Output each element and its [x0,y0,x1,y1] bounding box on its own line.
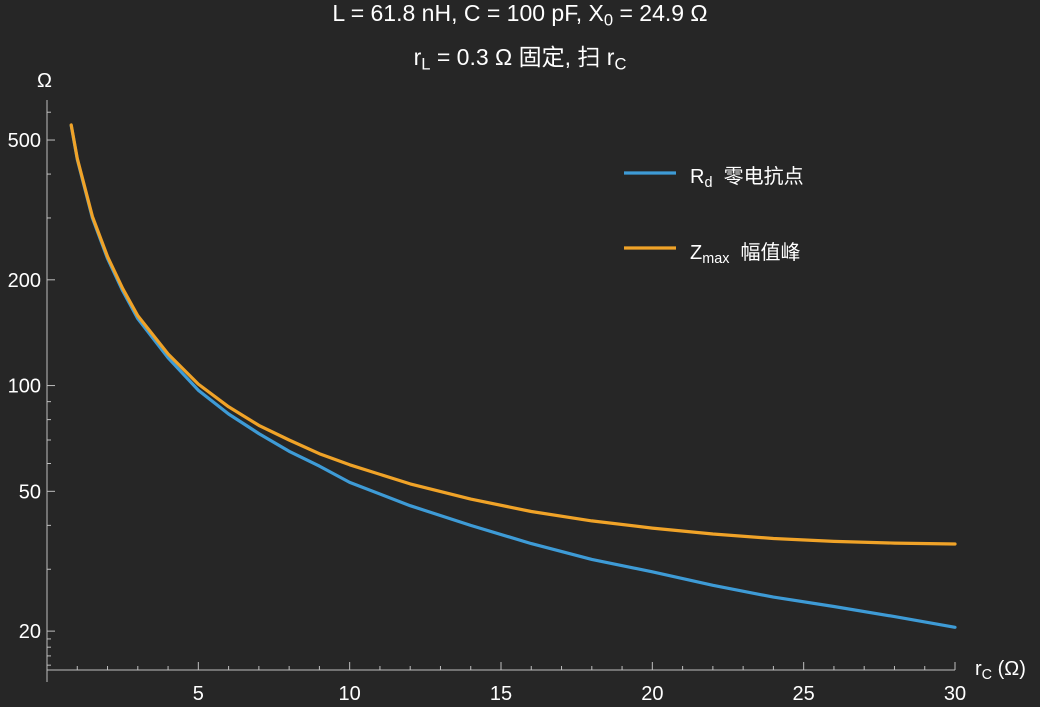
axes [46,100,955,682]
y-tick-label: 20 [19,621,41,643]
series-line-0 [69,123,957,629]
x-tick-label: 10 [339,683,361,705]
y-tick-label: 50 [19,481,41,503]
y-tick-label: 500 [8,130,41,152]
series-lines [69,123,957,629]
x-tick-label: 20 [641,683,663,705]
x-tick-label: 15 [490,683,512,705]
legend-entry-rd: Rd 零电抗点 [690,166,804,192]
y-tick-label: 100 [8,376,41,398]
chart-title-line2: rL = 0.3 Ω 固定, 扫 rC [413,44,627,74]
x-tick-label: 5 [193,683,204,705]
ticks: 5 10 15 20 25 30 20 50 100 200 500 [8,111,966,705]
x-tick-label: 30 [944,683,966,705]
chart-title-line1: L = 61.8 nH, C = 100 pF, X0 = 24.9 Ω [332,0,708,30]
y-axis-label: Ω [37,70,52,92]
legend-entry-zmax: Zmax 幅值峰 [690,242,801,268]
x-tick-label: 25 [793,683,815,705]
series-line-1 [69,123,957,546]
legend-swatches [624,171,676,250]
x-axis-label: rC (Ω) [975,658,1026,684]
y-tick-label: 200 [8,270,41,292]
